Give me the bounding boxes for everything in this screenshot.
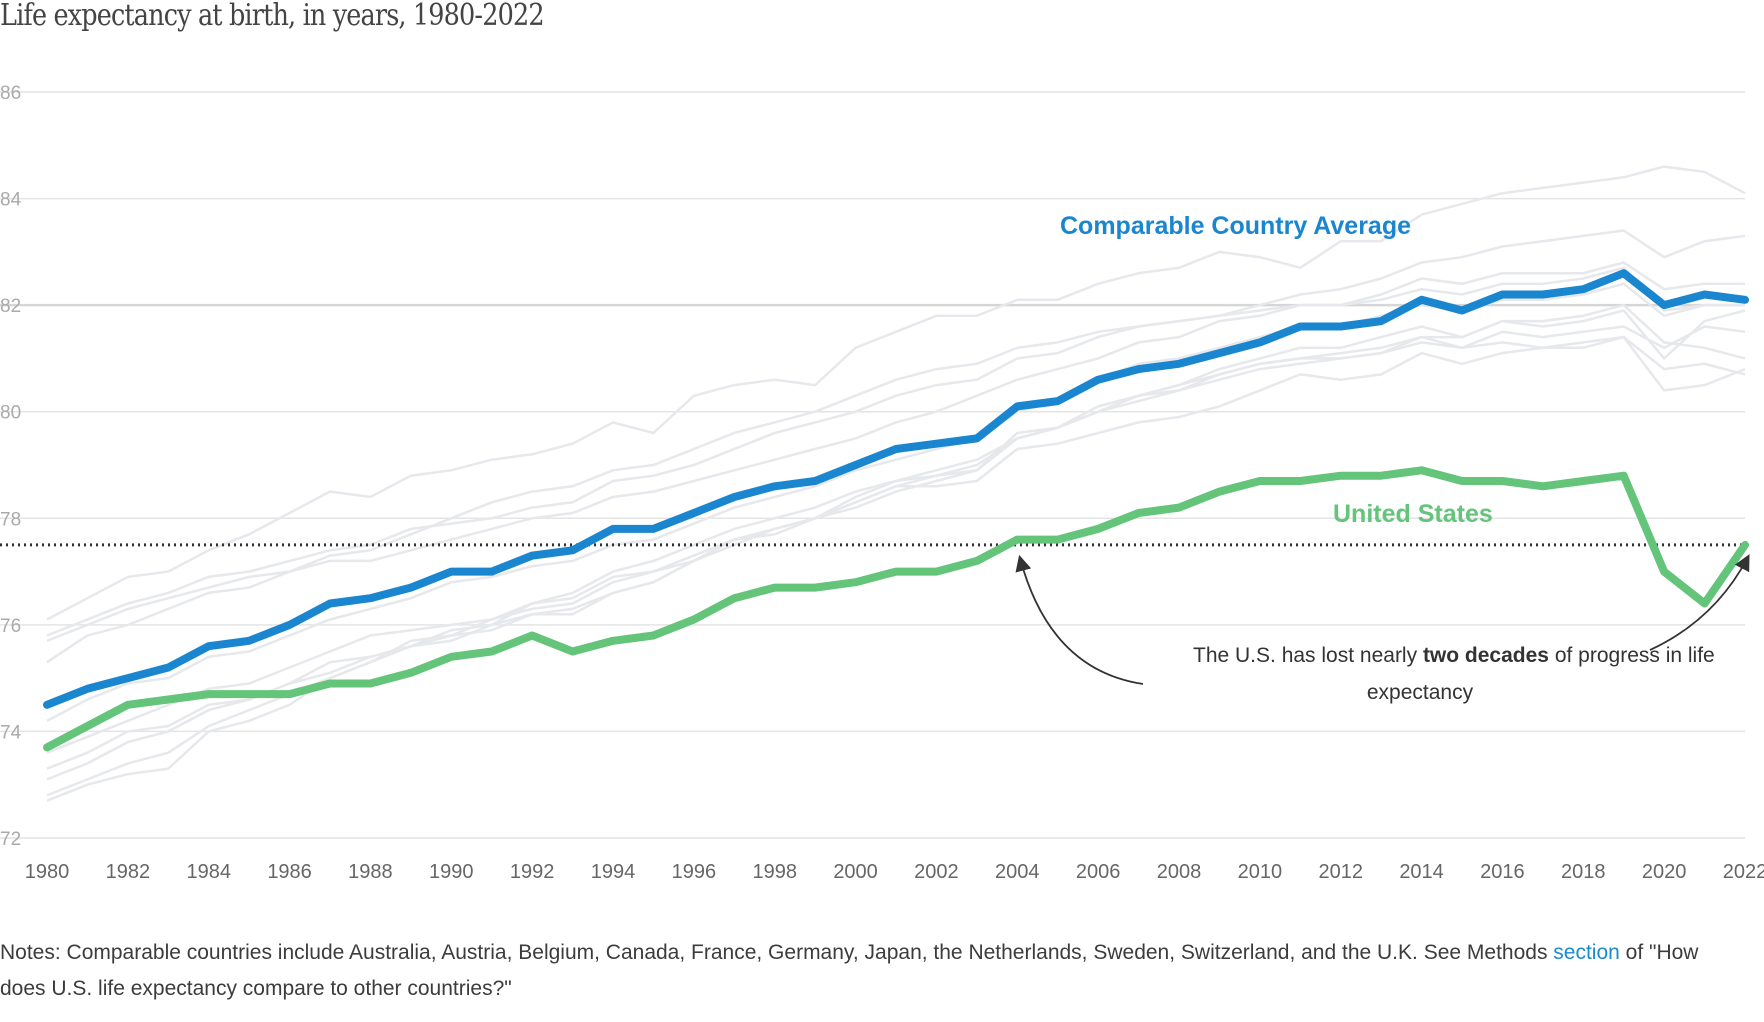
y-tick-label: 78	[0, 509, 21, 530]
x-tick-label: 2014	[1399, 861, 1444, 883]
x-tick-label: 1994	[591, 861, 636, 883]
chart-title: Life expectancy at birth, in years, 1980…	[0, 0, 545, 33]
x-tick-label: 1986	[267, 861, 312, 883]
x-tick-label: 1980	[25, 861, 70, 883]
y-tick-label: 84	[0, 190, 22, 211]
comparable-country-line	[46, 335, 1746, 802]
x-tick-label: 1990	[429, 861, 474, 883]
x-tick-label: 2012	[1318, 861, 1363, 883]
x-tick-label: 2008	[1157, 861, 1202, 883]
comparable-country-line	[46, 303, 1746, 754]
x-tick-label: 2000	[833, 861, 878, 883]
annotation-text-line2: expectancy	[1367, 681, 1474, 704]
x-tick-label: 2022	[1723, 861, 1764, 883]
x-tick-label: 1988	[348, 861, 393, 883]
notes-text: Notes: Comparable countries include Aust…	[0, 941, 1554, 964]
highlighted-series	[43, 269, 1749, 752]
y-tick-label: 72	[0, 829, 21, 850]
x-axis-ticks: 1980 1982 1984 1986 1988 1990 1992 1994 1996 1998…	[25, 861, 1764, 883]
annotation-arrow-left	[1015, 554, 1144, 685]
comparable-country-line	[46, 229, 1746, 637]
x-tick-label: 2006	[1076, 861, 1121, 883]
united-states-line	[43, 466, 1749, 752]
x-tick-label: 2002	[914, 861, 959, 883]
y-tick-label: 80	[0, 403, 21, 424]
x-tick-label: 2020	[1642, 861, 1687, 883]
y-tick-label: 82	[0, 296, 21, 317]
comparable-country-line	[46, 165, 1746, 621]
comparable-country-line	[46, 335, 1746, 770]
x-tick-label: 1982	[106, 861, 151, 883]
chart-notes: Notes: Comparable countries include Aust…	[0, 935, 1740, 1007]
methods-section-link[interactable]: section	[1553, 941, 1620, 964]
line-chart: 72 74 76 78 80 82 84 86 1980 1982 1984 1986 1988 199…	[0, 83, 1764, 883]
comparable-country-line	[46, 309, 1746, 797]
comparable-country-average-line	[43, 269, 1749, 709]
united-states-label: United States	[1333, 500, 1493, 528]
comparable-country-lines	[46, 165, 1746, 802]
y-tick-label: 86	[0, 83, 21, 104]
x-tick-label: 1996	[672, 861, 717, 883]
x-tick-label: 1984	[186, 861, 231, 883]
annotation-text: The U.S. has lost nearly two decades of …	[1193, 644, 1715, 667]
y-tick-label: 76	[0, 616, 21, 637]
x-tick-label: 2010	[1238, 861, 1283, 883]
comparable-country-line	[46, 266, 1745, 664]
y-axis-ticks: 72 74 76 78 80 82 84 86	[0, 83, 22, 850]
x-tick-label: 2004	[995, 861, 1040, 883]
annotation-arrow-right	[1649, 554, 1750, 651]
notes-text-end: of "How does U.S. life expectancy compar…	[0, 941, 1699, 1000]
x-tick-label: 2018	[1561, 861, 1606, 883]
y-tick-label: 74	[0, 722, 22, 743]
x-tick-label: 1998	[752, 861, 797, 883]
x-tick-label: 1992	[510, 861, 555, 883]
comparable-country-line	[46, 261, 1745, 642]
x-tick-label: 2016	[1480, 861, 1525, 883]
comparable-average-label: Comparable Country Average	[1060, 212, 1411, 240]
